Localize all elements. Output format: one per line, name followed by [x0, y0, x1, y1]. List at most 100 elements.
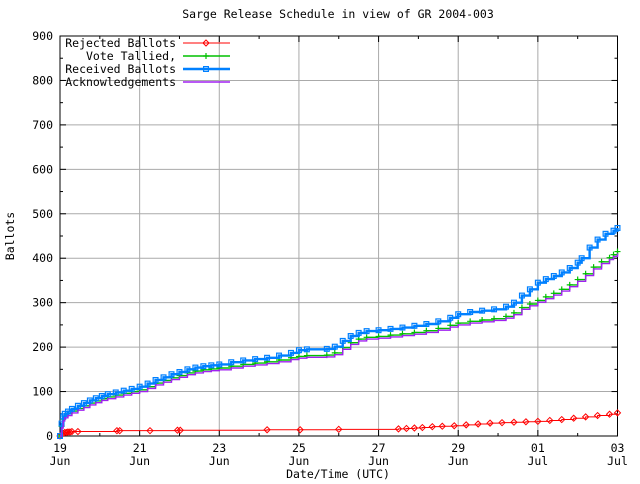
square-marker — [323, 345, 330, 352]
legend-item-vote-tallied — [183, 53, 230, 59]
series-rejected-ballots — [56, 409, 622, 440]
diamond-marker — [202, 39, 210, 47]
square-marker — [104, 391, 111, 398]
x-tick-label-month: Jun — [209, 454, 230, 468]
square-marker — [399, 324, 406, 331]
square-marker — [208, 362, 215, 369]
x-tick-label-month: Jun — [50, 454, 71, 468]
diamond-marker — [569, 414, 578, 422]
square-marker — [303, 346, 310, 353]
square-marker — [168, 371, 175, 378]
square-marker — [447, 314, 454, 321]
square-marker — [602, 230, 609, 237]
diamond-marker — [522, 418, 530, 426]
series-line-acknowledgements — [60, 253, 619, 437]
square-marker — [578, 255, 585, 262]
diamond-marker — [534, 417, 542, 426]
square-marker — [252, 356, 259, 363]
y-axis-label: Ballots — [3, 212, 17, 260]
x-tick-label-day: 01 — [531, 441, 545, 455]
diamond-marker — [418, 423, 427, 432]
diamond-marker — [558, 415, 566, 424]
square-marker — [216, 361, 223, 368]
diamond-marker — [116, 426, 124, 435]
x-tick-label-day: 25 — [292, 441, 306, 455]
x-tick-label-day: 27 — [372, 441, 386, 455]
diamond-marker — [474, 420, 482, 428]
series-received-ballots — [56, 225, 621, 440]
square-marker — [144, 380, 151, 387]
diamond-marker — [605, 410, 614, 418]
diamond-marker — [546, 416, 554, 425]
square-marker — [363, 328, 370, 335]
square-marker — [203, 65, 210, 72]
legend-label-vote-tallied: Vote Tallied, — [86, 49, 176, 63]
square-marker — [411, 322, 418, 329]
square-marker — [574, 259, 581, 266]
square-marker — [56, 433, 63, 440]
legend-label-rejected-ballots: Rejected Ballots — [65, 36, 176, 50]
chart-title: Sarge Release Schedule in view of GR 200… — [182, 7, 494, 21]
square-marker — [347, 333, 354, 340]
diamond-marker — [410, 424, 419, 432]
diamond-marker — [66, 428, 74, 436]
legend-label-acknowledgements: Acknowledgements — [65, 75, 176, 89]
x-tick-label-day: 29 — [451, 441, 465, 455]
square-marker — [586, 244, 593, 251]
x-tick-label-day: 23 — [212, 441, 226, 455]
series-acknowledgements — [60, 253, 619, 437]
square-marker — [339, 337, 346, 344]
square-marker — [387, 325, 394, 332]
diamond-marker — [394, 425, 403, 433]
square-marker — [435, 318, 442, 325]
square-marker — [467, 309, 474, 316]
x-tick-label-month: Jul — [607, 454, 628, 468]
series-line-received-ballots — [60, 228, 619, 438]
y-tick-label: 400 — [32, 251, 53, 265]
y-tick-label: 0 — [46, 429, 53, 443]
square-marker — [331, 343, 338, 350]
square-marker — [614, 225, 621, 232]
square-marker — [98, 393, 105, 400]
square-marker — [510, 299, 517, 306]
square-marker — [184, 366, 191, 373]
square-marker — [74, 402, 81, 409]
square-marker — [86, 397, 93, 404]
x-tick-label-month: Jun — [368, 454, 389, 468]
diamond-marker — [176, 426, 184, 434]
square-marker — [160, 374, 167, 381]
square-marker — [295, 347, 302, 354]
legend-item-received-ballots — [183, 65, 230, 72]
x-tick-label-day: 03 — [611, 441, 625, 455]
square-marker — [152, 377, 159, 384]
square-marker — [455, 311, 462, 318]
y-tick-label: 200 — [32, 340, 53, 354]
diamond-marker — [613, 409, 622, 417]
square-marker — [68, 405, 75, 412]
x-tick-label-month: Jun — [129, 454, 150, 468]
x-tick-label-day: 19 — [53, 441, 67, 455]
y-tick-label: 300 — [32, 296, 53, 310]
diamond-marker — [510, 418, 518, 426]
square-marker — [503, 303, 510, 310]
square-marker — [128, 385, 135, 392]
square-marker — [375, 327, 382, 334]
diamond-marker — [593, 411, 602, 420]
diamond-marker — [146, 426, 154, 435]
square-marker — [423, 321, 430, 328]
x-tick-label-day: 21 — [133, 441, 147, 455]
square-marker — [192, 364, 199, 371]
square-marker — [542, 276, 549, 283]
plus-marker — [203, 53, 209, 59]
diamond-marker — [498, 418, 506, 427]
y-tick-label: 100 — [32, 385, 53, 399]
diamond-marker — [113, 426, 121, 435]
diamond-marker — [486, 419, 494, 427]
square-marker — [534, 279, 541, 286]
y-tick-label: 700 — [32, 118, 53, 132]
square-marker — [594, 236, 601, 243]
diamond-marker — [335, 425, 343, 434]
legend-item-rejected-ballots — [183, 39, 230, 47]
